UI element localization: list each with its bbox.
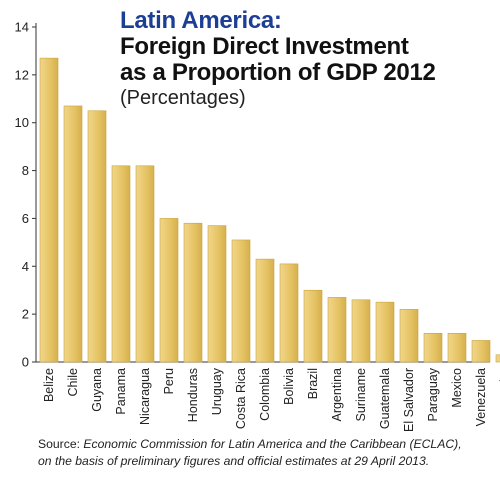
source-note: Source: Economic Commission for Latin Am…	[38, 436, 498, 470]
category-label: Peru	[162, 368, 176, 394]
bar-ecuador	[495, 354, 500, 363]
bar-peru	[159, 218, 179, 363]
bar-guyana	[87, 110, 107, 363]
category-label: Venezuela	[474, 368, 488, 426]
y-tick-label: 8	[22, 163, 29, 178]
bars	[39, 57, 500, 363]
bar-colombia	[255, 258, 275, 363]
category-label: Paraguay	[426, 367, 440, 421]
source-line-1: Economic Commission for Latin America an…	[83, 437, 462, 451]
bar-nicaragua	[135, 165, 155, 363]
category-label: Guatemala	[378, 368, 392, 429]
title-line-3: as a Proportion of GDP 2012	[120, 58, 436, 86]
category-label: Mexico	[450, 368, 464, 408]
y-tick-label: 6	[22, 211, 29, 226]
bar-paraguay	[423, 332, 443, 363]
category-label: Brazil	[306, 368, 320, 399]
bar-chile	[63, 105, 83, 363]
category-label: Chile	[66, 368, 80, 397]
chart-title: Latin America: Foreign Direct Investment…	[120, 8, 436, 109]
bar-belize	[39, 57, 59, 363]
category-label: Guyana	[90, 368, 104, 412]
axes: 0 2 4 6 8 10 12 14	[15, 20, 490, 370]
bar-costa-rica	[231, 239, 251, 363]
category-label: Argentina	[330, 368, 344, 422]
category-label: Panama	[114, 368, 128, 415]
bar-bolivia	[279, 263, 299, 363]
bar-uruguay	[207, 225, 227, 363]
chart-subtitle: (Percentages)	[120, 86, 246, 109]
bar-venezuela	[471, 340, 491, 363]
y-tick-label: 0	[22, 355, 29, 370]
bar-panama	[111, 165, 131, 363]
category-label: Costa Rica	[234, 368, 248, 429]
bar-honduras	[183, 222, 203, 363]
bar-el-salvador	[399, 309, 419, 363]
bar-mexico	[447, 332, 467, 363]
y-tick-label: 4	[22, 259, 29, 274]
y-tick-label: 14	[15, 20, 29, 35]
y-tick-label: 2	[22, 307, 29, 322]
bar-guatemala	[375, 301, 395, 363]
title-line-2: Foreign Direct Investment	[120, 32, 409, 60]
bar-brazil	[303, 289, 323, 363]
category-label: Ecuador	[498, 368, 500, 415]
category-label: Nicaragua	[138, 368, 152, 425]
y-tick-label: 12	[15, 67, 29, 82]
category-label: Suriname	[354, 368, 368, 422]
category-label: Honduras	[186, 368, 200, 422]
bar-argentina	[327, 297, 347, 363]
category-labels: Belize Chile Guyana Panama Nicaragua Peru Hond…	[42, 367, 500, 432]
category-label: El Salvador	[402, 368, 416, 432]
category-label: Belize	[42, 368, 56, 402]
bar-suriname	[351, 299, 371, 363]
title-line-1: Latin America:	[120, 7, 282, 34]
category-label: Uruguay	[210, 367, 224, 415]
category-label: Colombia	[258, 368, 272, 421]
source-line-2: on the basis of preliminary figures and …	[38, 454, 430, 468]
category-label: Bolivia	[282, 368, 296, 405]
y-tick-label: 10	[15, 115, 29, 130]
source-prefix: Source:	[38, 437, 84, 451]
